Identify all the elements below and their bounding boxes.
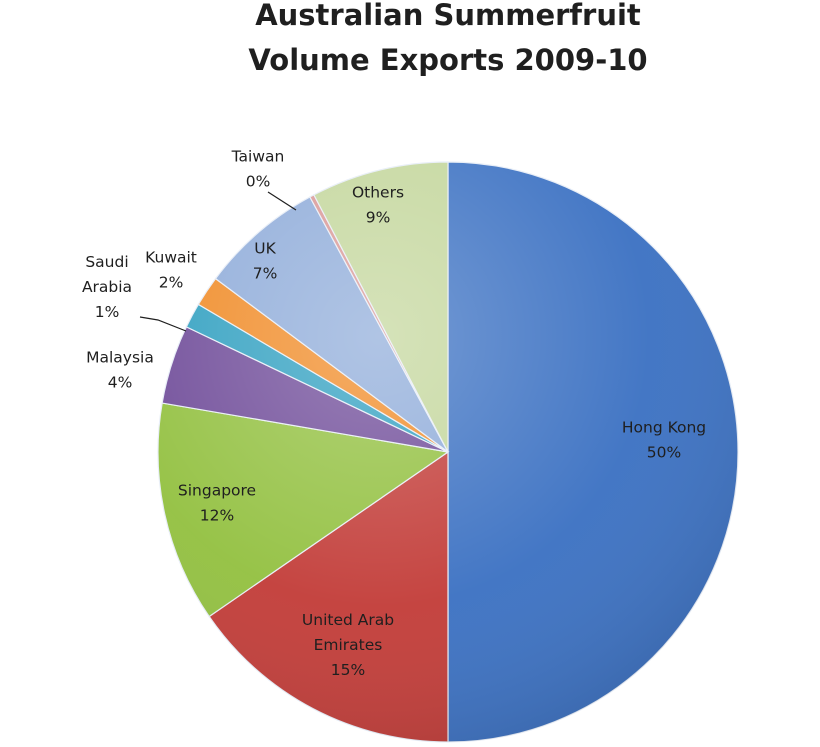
slice-percent-united-arab-emirates: 15% <box>331 661 365 679</box>
slice-label-hong-kong-0: Hong Kong <box>622 419 706 437</box>
slice-percent-kuwait: 2% <box>159 274 184 292</box>
leader-line-taiwan <box>267 191 297 211</box>
slice-percent-uk: 7% <box>253 265 278 283</box>
slice-label-saudi-arabia-1: Arabia <box>82 278 132 296</box>
slice-percent-saudi-arabia: 1% <box>95 303 120 321</box>
slice-percent-hong-kong: 50% <box>647 444 681 462</box>
pie-slice-hong-kong <box>447 161 739 743</box>
slice-label-malaysia-0: Malaysia <box>86 349 154 367</box>
slice-label-singapore-0: Singapore <box>178 482 256 500</box>
slice-percent-others: 9% <box>366 209 391 227</box>
slice-label-kuwait-0: Kuwait <box>145 249 197 267</box>
chart-title-line-1: Australian Summerfruit <box>255 0 641 32</box>
slice-label-uk-0: UK <box>254 240 276 258</box>
slice-label-united-arab-emirates-1: Emirates <box>314 636 383 654</box>
slice-percent-taiwan: 0% <box>246 173 271 191</box>
slice-label-saudi-arabia-0: Saudi <box>85 253 128 271</box>
slice-labels: Hong Kong 50% United Arab Emirates 15% Singap… <box>82 148 706 680</box>
leader-lines <box>139 191 297 332</box>
slice-percent-singapore: 12% <box>200 507 234 525</box>
slice-label-united-arab-emirates-0: United Arab <box>302 611 394 629</box>
slice-label-others-0: Others <box>352 184 404 202</box>
slice-label-taiwan-0: Taiwan <box>231 148 285 166</box>
slice-percent-malaysia: 4% <box>108 374 133 392</box>
chart-title-line-2: Volume Exports 2009-10 <box>248 43 647 77</box>
leader-line-saudi-arabia <box>139 316 187 332</box>
